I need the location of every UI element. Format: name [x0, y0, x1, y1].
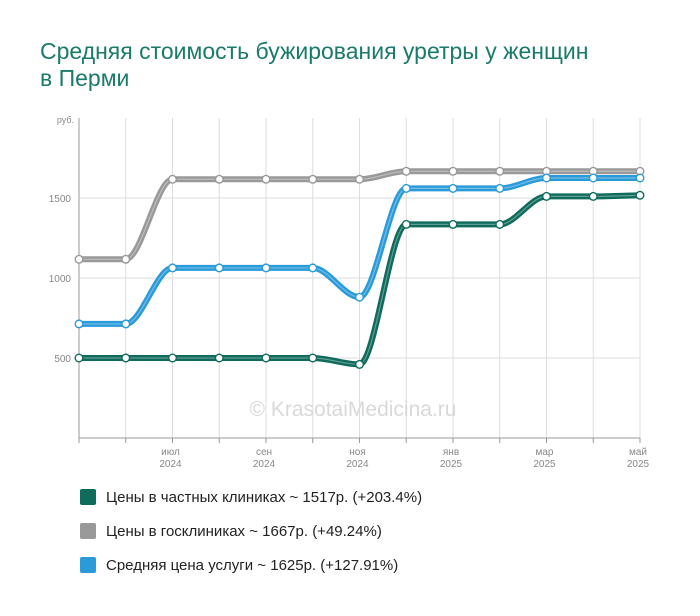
series-1: [74, 166, 645, 264]
legend: Цены в частных клиниках ~ 1517р. (+203.4…: [80, 486, 422, 588]
legend-label: Цены в частных клиниках ~ 1517р. (+203.4…: [106, 488, 423, 506]
data-point: [261, 263, 271, 273]
x-tick-label-month: сен: [256, 447, 272, 458]
data-point: [588, 191, 598, 201]
data-point: [214, 174, 224, 184]
data-point: [261, 353, 271, 363]
x-tick-label-month: май: [629, 447, 647, 458]
x-tick-label-year: 2025: [627, 459, 650, 470]
x-tick-label-month: июл: [161, 447, 180, 458]
data-point: [308, 353, 318, 363]
x-tick-label-year: 2024: [253, 459, 276, 470]
data-point: [401, 219, 411, 229]
data-point: [448, 166, 458, 176]
line-chart: © KrasotaiMedicina.ru руб.50010001500июл…: [49, 115, 650, 470]
data-point: [214, 263, 224, 273]
x-tick-label-month: янв: [443, 447, 459, 458]
data-point: [495, 183, 505, 193]
series-2: [74, 173, 645, 329]
legend-item: Цены в частных клиниках ~ 1517р. (+203.4…: [80, 486, 422, 508]
data-point: [542, 191, 552, 201]
data-point: [355, 292, 365, 302]
chart-title: Средняя стоимость бужирования уретры у ж…: [40, 38, 589, 91]
legend-item: Цены в госклиниках ~ 1667р. (+49.24%): [80, 520, 422, 542]
x-tick-label-year: 2024: [159, 459, 182, 470]
legend-label: Цены в госклиниках ~ 1667р. (+49.24%): [106, 522, 382, 540]
legend-swatch: [80, 523, 96, 539]
x-tick-label-year: 2025: [533, 459, 556, 470]
data-point: [308, 263, 318, 273]
data-point: [401, 183, 411, 193]
legend-label: Средняя цена услуги ~ 1625р. (+127.91%): [106, 556, 399, 574]
data-point: [588, 173, 598, 183]
data-point: [74, 319, 84, 329]
data-point: [74, 353, 84, 363]
data-point: [121, 254, 131, 264]
data-point: [355, 174, 365, 184]
series-0: [74, 190, 645, 369]
y-tick-label: 1500: [49, 194, 72, 205]
data-point: [448, 219, 458, 229]
data-point: [121, 319, 131, 329]
legend-swatch: [80, 557, 96, 573]
data-point: [401, 166, 411, 176]
legend-item: Средняя цена услуги ~ 1625р. (+127.91%): [80, 554, 422, 576]
x-tick-label-year: 2025: [440, 459, 463, 470]
data-point: [635, 173, 645, 183]
series-layer: [74, 166, 645, 369]
watermark: © KrasotaiMedicina.ru: [250, 398, 457, 421]
data-point: [355, 359, 365, 369]
legend-swatch: [80, 489, 96, 505]
y-tick-label: 500: [54, 354, 71, 365]
y-tick-label: 1000: [49, 274, 72, 285]
data-point: [542, 173, 552, 183]
tick-labels: руб.50010001500июл2024сен2024ноя2024янв2…: [49, 115, 650, 470]
data-point: [448, 183, 458, 193]
data-point: [167, 174, 177, 184]
x-tick-label-month: мар: [536, 447, 554, 458]
x-tick-label-month: ноя: [349, 447, 366, 458]
data-point: [74, 254, 84, 264]
data-point: [214, 353, 224, 363]
data-point: [261, 174, 271, 184]
data-point: [495, 166, 505, 176]
data-point: [167, 263, 177, 273]
axes: [78, 118, 641, 443]
x-tick-label-year: 2024: [346, 459, 369, 470]
y-axis-label: руб.: [57, 115, 74, 125]
data-point: [121, 353, 131, 363]
data-point: [308, 174, 318, 184]
data-point: [167, 353, 177, 363]
data-point: [635, 190, 645, 200]
data-point: [495, 219, 505, 229]
